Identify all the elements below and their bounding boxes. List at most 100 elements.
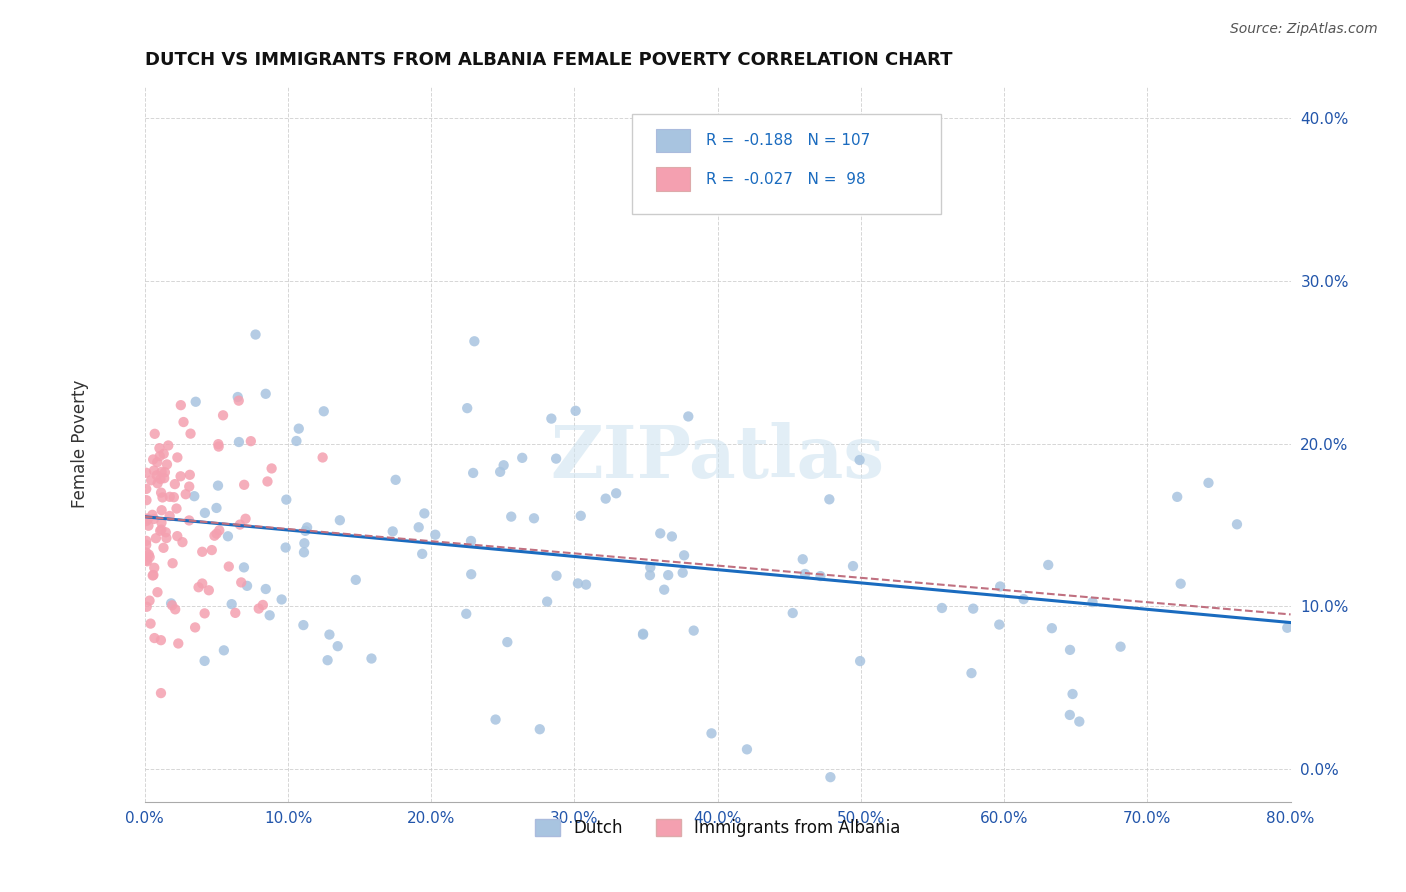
Point: [135, 599, 157, 614]
Point: [138, 593, 160, 607]
Point: [818, 492, 841, 507]
Point: [142, 568, 165, 582]
Point: [496, 635, 519, 649]
Point: [931, 601, 953, 615]
Point: [228, 393, 250, 408]
Point: [1226, 517, 1249, 532]
Text: DUTCH VS IMMIGRANTS FROM ALBANIA FEMALE POVERTY CORRELATION CHART: DUTCH VS IMMIGRANTS FROM ALBANIA FEMALE …: [145, 51, 952, 69]
Point: [245, 327, 267, 342]
Point: [254, 582, 277, 596]
Point: [233, 560, 256, 574]
Point: [201, 543, 224, 558]
Point: [256, 475, 278, 489]
Point: [179, 513, 201, 527]
Point: [194, 607, 217, 621]
Point: [207, 478, 229, 492]
Point: [411, 547, 433, 561]
Point: [311, 450, 333, 465]
Point: [145, 468, 167, 483]
Point: [460, 567, 482, 582]
Point: [1069, 714, 1091, 729]
Legend: Dutch, Immigrants from Albania: Dutch, Immigrants from Albania: [529, 812, 907, 843]
Point: [540, 411, 562, 425]
Point: [1038, 558, 1060, 572]
Point: [135, 538, 157, 552]
Point: [150, 516, 173, 530]
Point: [529, 723, 551, 737]
Point: [849, 654, 872, 668]
Point: [988, 579, 1011, 593]
Point: [962, 601, 984, 615]
Point: [179, 479, 201, 493]
Point: [489, 465, 512, 479]
Point: [1012, 592, 1035, 607]
Point: [162, 556, 184, 570]
Point: [564, 404, 586, 418]
Point: [136, 512, 159, 526]
Point: [156, 458, 179, 472]
Point: [1062, 687, 1084, 701]
Point: [146, 476, 169, 491]
Point: [510, 450, 533, 465]
Point: [848, 453, 870, 467]
Point: [152, 447, 174, 461]
Point: [143, 631, 166, 645]
Point: [150, 485, 173, 500]
Point: [318, 627, 340, 641]
Point: [150, 503, 173, 517]
Point: [1198, 475, 1220, 490]
Point: [153, 465, 176, 479]
Point: [205, 500, 228, 515]
Point: [682, 624, 704, 638]
Point: [141, 508, 163, 522]
Point: [226, 390, 249, 404]
Point: [142, 512, 165, 526]
Point: [212, 409, 235, 423]
Point: [135, 482, 157, 496]
Point: [501, 509, 523, 524]
Point: [221, 597, 243, 611]
Point: [139, 473, 162, 487]
Point: [329, 513, 352, 527]
Point: [152, 491, 174, 505]
Point: [208, 440, 231, 454]
Point: [1109, 640, 1132, 654]
Point: [143, 426, 166, 441]
Point: [236, 579, 259, 593]
Point: [172, 535, 194, 549]
Point: [170, 398, 193, 412]
Point: [536, 594, 558, 608]
Point: [143, 561, 166, 575]
Point: [160, 596, 183, 610]
Text: R =  -0.188   N = 107: R = -0.188 N = 107: [706, 133, 870, 148]
Point: [285, 434, 308, 448]
Point: [381, 524, 404, 539]
Point: [224, 606, 246, 620]
Point: [595, 491, 617, 506]
Point: [294, 524, 316, 538]
Point: [735, 742, 758, 756]
Point: [235, 512, 257, 526]
Point: [157, 438, 180, 452]
Point: [1059, 643, 1081, 657]
Point: [960, 666, 983, 681]
Point: [148, 441, 170, 455]
Point: [155, 531, 177, 545]
Point: [678, 409, 700, 424]
Point: [194, 654, 217, 668]
Point: [673, 549, 696, 563]
FancyBboxPatch shape: [655, 168, 690, 191]
Point: [207, 437, 229, 451]
Point: [184, 620, 207, 634]
Point: [160, 599, 183, 613]
Point: [198, 583, 221, 598]
Point: [145, 531, 167, 545]
Point: [492, 458, 515, 473]
Point: [136, 554, 159, 568]
Point: [155, 525, 177, 540]
Point: [212, 643, 235, 657]
Point: [191, 576, 214, 591]
Point: [384, 473, 406, 487]
Point: [638, 568, 661, 582]
Point: [792, 552, 814, 566]
